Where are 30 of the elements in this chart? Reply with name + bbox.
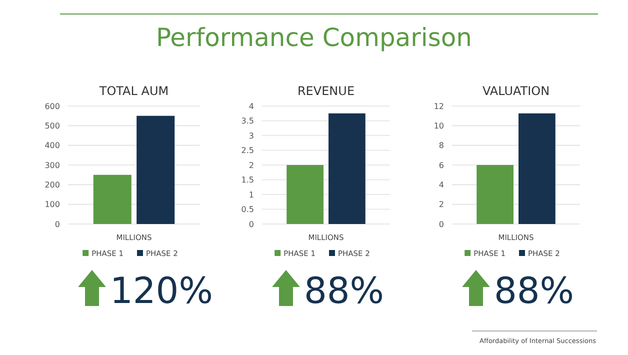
y-tick-label: 300 (44, 160, 60, 170)
y-tick-label: 400 (44, 141, 60, 150)
y-tick-label: 3.5 (241, 116, 254, 126)
y-tick-label: 0 (248, 220, 254, 229)
y-tick-label: 12 (434, 102, 444, 111)
y-tick-label: 2 (438, 200, 444, 210)
y-tick-label: 1 (248, 190, 254, 200)
y-tick-label: 4 (248, 102, 254, 111)
text: 88% (304, 271, 384, 312)
y-tick-label: 0 (438, 220, 444, 229)
text: 120% (110, 271, 213, 312)
chart-title: REVENUE (297, 84, 355, 98)
chart-title: TOTAL AUM (98, 84, 169, 98)
y-tick-label: 600 (44, 102, 60, 111)
y-tick-label: 1.5 (241, 176, 254, 185)
y-tick-label: 0.5 (241, 205, 254, 214)
text: Performance Comparison (156, 23, 472, 52)
y-tick-label: 2.5 (241, 146, 254, 156)
chart-title: VALUATION (482, 84, 550, 98)
y-tick-label: 200 (44, 180, 60, 190)
y-tick-label: 8 (438, 141, 444, 150)
y-tick-label: 4 (438, 180, 444, 190)
y-tick-label: 6 (438, 160, 444, 170)
y-tick-label: 3 (248, 131, 254, 140)
y-tick-label: 0 (54, 220, 60, 229)
y-tick-label: 2 (248, 160, 254, 170)
y-tick-label: 100 (44, 200, 60, 210)
y-tick-label: 10 (434, 121, 444, 130)
y-tick-label: 500 (44, 121, 60, 130)
text: 88% (494, 271, 574, 312)
